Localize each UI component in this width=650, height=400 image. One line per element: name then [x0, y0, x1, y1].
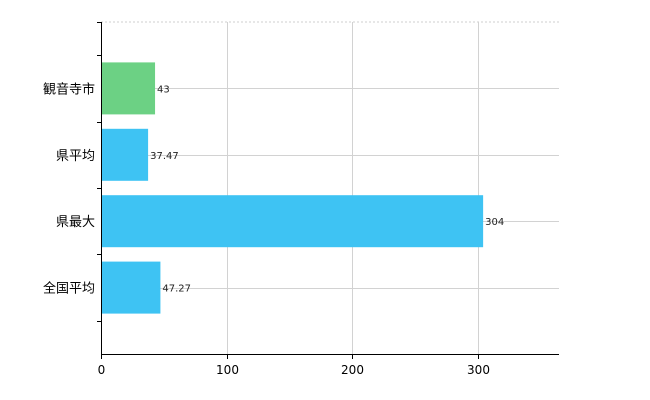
- data-label-2: 304: [485, 217, 504, 228]
- bar-layer: [101, 62, 484, 314]
- x-tick-label-2: 200: [341, 363, 364, 377]
- grid-layer: [101, 21, 559, 354]
- bar-0: [101, 62, 156, 115]
- data-label-3: 47.27: [162, 284, 191, 295]
- data-label-1: 37.47: [150, 151, 179, 162]
- x-tick-label-0: 0: [98, 363, 106, 377]
- bar-1: [101, 128, 149, 181]
- bar-2: [101, 195, 484, 248]
- category-label-0: 観音寺市: [43, 81, 95, 97]
- x-tick-label-3: 300: [467, 363, 490, 377]
- category-label-2: 県最大: [56, 215, 95, 230]
- category-label-1: 県平均: [56, 149, 95, 164]
- bar-3: [101, 261, 161, 314]
- data-label-0: 43: [157, 84, 170, 95]
- category-label-3: 全国平均: [43, 281, 95, 297]
- x-tick-label-1: 100: [216, 363, 239, 377]
- axis-layer: [97, 22, 559, 359]
